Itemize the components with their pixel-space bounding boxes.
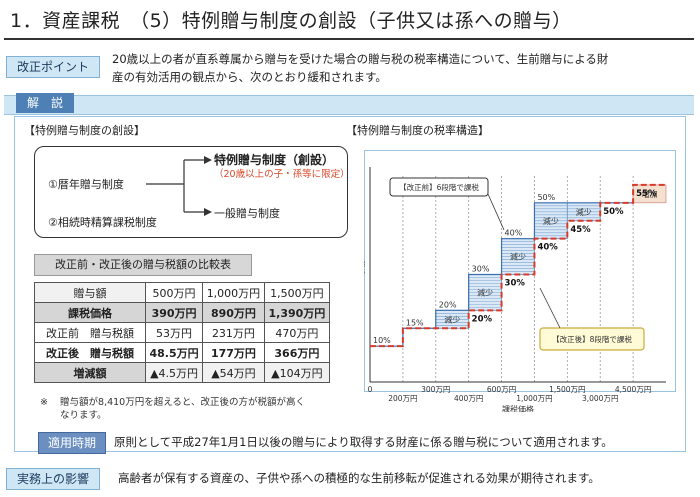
rate-label-after: 40%: [537, 243, 558, 253]
cell: 500万円: [144, 282, 204, 303]
table-row: 改正後 贈与税額 48.5万円 177万円 366万円: [34, 342, 331, 363]
decrease-label: 減少: [543, 216, 559, 226]
rate-label-after: 50%: [603, 207, 624, 217]
kaisei-point-line2: 産の有効活用の観点から、次のとおり緩和されます。: [112, 70, 387, 84]
rate-label-after: 30%: [505, 279, 526, 289]
rate-label-after: 55%: [636, 189, 657, 199]
y-axis-label: 税率: [364, 260, 366, 276]
cell: ▲104万円: [263, 362, 331, 383]
rate-label-before: 15%: [406, 318, 424, 327]
table-row: 課税価格 390万円 890万円 1,390万円: [34, 302, 331, 323]
tax-rate-chart: 減少減少減少減少減少増加10%15%20%30%40%50%20%30%40%4…: [364, 167, 667, 412]
after-box: [539, 327, 645, 351]
decrease-label: 減少: [510, 252, 526, 262]
rate-label-before: 40%: [505, 229, 523, 238]
applied-text: 原則として平成27年1月1日以後の贈与により取得する財産に係る贈与税について適用…: [114, 435, 613, 449]
title-divider: [4, 38, 694, 40]
rate-label-after: 20%: [472, 314, 493, 324]
cell: 53万円: [144, 322, 204, 343]
cell: 48.5万円: [144, 342, 204, 363]
flow-item-reki: ①暦年贈与制度: [48, 178, 124, 191]
x-tick-label: 300万円: [421, 385, 450, 394]
cell: ▲4.5万円: [144, 362, 204, 383]
row-label: 贈与額: [34, 282, 146, 303]
cell: 1,390万円: [263, 302, 331, 323]
impact-tag: 実務上の影響: [6, 468, 100, 490]
comparison-table: 贈与額 500万円 1,000万円 1,500万円 課税価格 390万円 890…: [34, 282, 331, 383]
flow-item-seisan: ②相続時精算課税制度: [48, 216, 157, 229]
after-box-pointer: [539, 287, 561, 329]
x-tick-label: 1,000万円: [516, 394, 552, 403]
note: 贈与額が8,410万円を超えると、改正後の方が税額が高く なります。: [60, 396, 350, 422]
note-mark: ※: [40, 397, 48, 408]
cell: ▲54万円: [202, 362, 265, 383]
kaisei-point-text: 20歳以上の者が直系尊属から贈与を受けた場合の贈与税の税率構造について、生前贈与…: [112, 50, 692, 86]
x-tick-label: 400万円: [454, 394, 483, 403]
table-row: 増減額 ▲4.5万円 ▲54万円 ▲104万円: [34, 362, 331, 383]
note-line1: 贈与額が8,410万円を超えると、改正後の方が税額が高く: [60, 397, 306, 408]
before-box: [389, 177, 489, 197]
left-heading: 【特例贈与制度の創設】: [24, 124, 145, 137]
applied-tag: 適用時期: [38, 432, 106, 454]
row-label: 改正後 贈与税額: [34, 342, 146, 363]
increase-label: 増加: [642, 189, 658, 199]
x-axis-label: 課税価格: [502, 404, 534, 412]
row-label: 増減額: [34, 362, 146, 383]
rate-label-after: 45%: [570, 225, 591, 235]
kaisei-point-tag: 改正ポイント: [6, 56, 100, 78]
decrease-label: 減少: [444, 314, 460, 324]
chart-frame: [364, 150, 676, 392]
series-after-line: [370, 183, 666, 348]
rate-label-before: 50%: [537, 193, 555, 202]
row-label: 課税価格: [34, 302, 146, 323]
before-box-pointer: [487, 193, 505, 231]
x-tick-label: 0: [368, 385, 373, 394]
kaisei-point-line1: 20歳以上の者が直系尊属から贈与を受けた場合の贈与税の税率構造について、生前贈与…: [112, 52, 609, 66]
cell: 366万円: [263, 342, 331, 363]
flow-connectors: [146, 156, 212, 216]
x-tick-label: 1,500万円: [549, 385, 585, 394]
impact-text: 高齢者が保有する資産の、子供や孫への積極的な生前移転が促進される効果が期待されま…: [118, 471, 600, 485]
page-title: 1．資産課税 （5）特例贈与制度の創設（子供又は孫への贈与）: [10, 10, 572, 32]
cell: 1,500万円: [263, 282, 331, 303]
decrease-label: 減少: [576, 207, 592, 217]
x-tick-label: 600万円: [487, 385, 516, 394]
cell: 231万円: [202, 322, 265, 343]
table-row: 改正前 贈与税額 53万円 231万円 470万円: [34, 322, 331, 343]
flow-branch-special-note: （20歳以上の子・孫等に限定）: [214, 169, 350, 180]
rate-label-before: 20%: [439, 300, 457, 309]
kaisetsu-bar: [4, 95, 694, 115]
flow-branch-general: 一般贈与制度: [214, 207, 280, 220]
x-tick-label: 3,000万円: [582, 394, 618, 403]
flow-box: [34, 146, 348, 238]
right-heading: 【特例贈与制度の税率構造】: [346, 124, 489, 137]
cell: 890万円: [202, 302, 265, 323]
after-box-label: 【改正後】8段階で課税: [552, 334, 632, 344]
x-tick-label: 4,500万円: [615, 385, 651, 394]
flow-branch-special: 特例贈与制度（創設）: [214, 153, 335, 167]
row-label: 改正前 贈与税額: [34, 322, 146, 343]
note-line2: なります。: [60, 410, 107, 421]
rate-label-before: 30%: [472, 265, 490, 274]
cell: 177万円: [202, 342, 265, 363]
table-row: 贈与額 500万円 1,000万円 1,500万円: [34, 282, 331, 303]
before-box-label: 【改正前】6段階で課税: [399, 182, 479, 192]
x-tick-label: 200万円: [388, 394, 417, 403]
rate-label-before: 10%: [373, 336, 391, 345]
cell: 390万円: [144, 302, 204, 323]
cell: 1,000万円: [202, 282, 265, 303]
table-caption: 改正前・改正後の贈与税額の比較表: [34, 254, 252, 276]
kaisetsu-label: 解 説: [16, 93, 74, 113]
cell: 470万円: [263, 322, 331, 343]
decrease-label: 減少: [477, 287, 493, 297]
